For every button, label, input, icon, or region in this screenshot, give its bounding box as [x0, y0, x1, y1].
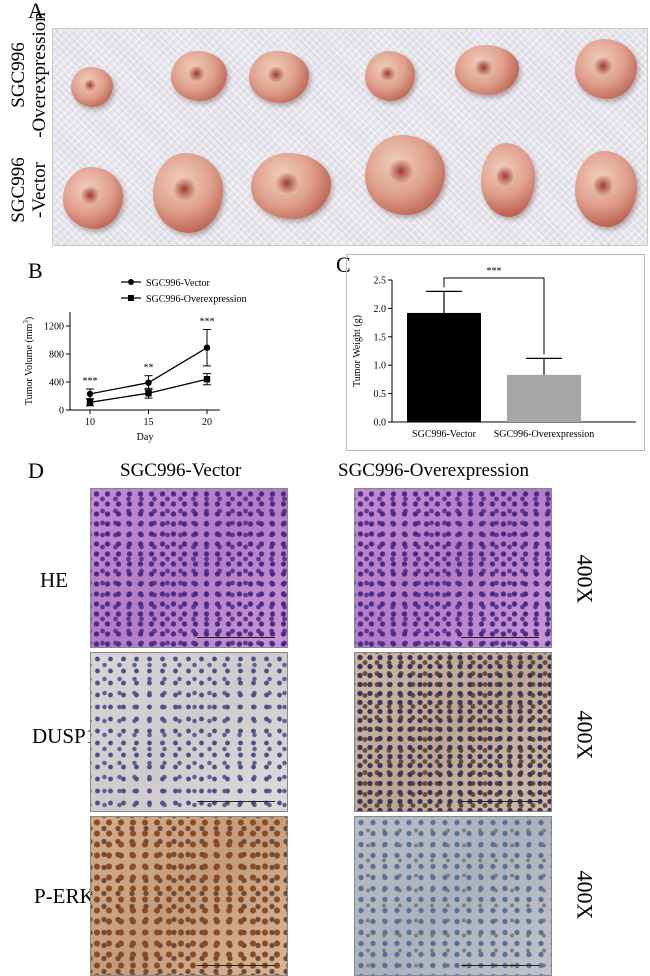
tumor	[575, 39, 637, 99]
data-point	[86, 399, 94, 406]
tumor	[481, 143, 535, 217]
scale-bar	[197, 801, 275, 802]
column-label-overexpression: SGC996-Overexpression	[338, 460, 530, 481]
significance-annotation: ***	[83, 376, 98, 387]
y-axis-label: Tumor Weight (g)	[352, 315, 363, 387]
panel-c-letter: C	[336, 252, 351, 277]
micrograph-p-erk-overexpression	[354, 816, 552, 976]
y-tick-label: 800	[49, 350, 64, 361]
panel-b-letter: B	[28, 258, 43, 283]
legend-label-vector: SGC996-Vector	[146, 278, 211, 289]
magnification-label-dusp1: 400X	[572, 710, 598, 760]
scale-bar	[197, 637, 275, 638]
y-tick-label: 2.5	[374, 276, 387, 287]
data-point	[203, 344, 211, 351]
tumor	[455, 45, 519, 95]
tumor	[249, 51, 309, 103]
tumor	[153, 153, 223, 233]
significance-annotation: **	[144, 363, 154, 374]
micrograph-p-erk-vector	[90, 816, 288, 976]
micrograph-he-overexpression	[354, 488, 552, 648]
data-point	[203, 376, 211, 383]
tumor	[251, 153, 331, 219]
tumor-photo	[52, 28, 648, 246]
x-tick-label: 10	[85, 417, 95, 428]
y-tick-label: 1.0	[374, 361, 387, 372]
scale-bar	[461, 637, 539, 638]
tumor	[171, 51, 227, 101]
y-tick-label: 0	[59, 406, 64, 417]
tumor	[71, 67, 113, 107]
tumor-volume-chart: SGC996-Vector SGC996-Overexpression 0 400…	[22, 278, 247, 443]
y-tick-label: 400	[49, 378, 64, 389]
scale-bar	[197, 965, 275, 966]
data-point	[86, 390, 94, 398]
category-label: SGC996-Vector	[412, 429, 477, 440]
data-point	[145, 379, 152, 386]
row-label-vector: SGC996 -Vector	[8, 157, 50, 223]
tumor	[365, 51, 415, 101]
tumor-weight-chart: 0.0 0.5 1.0 1.5 2.0 2.5 SGC996-Vector SGC996-O…	[346, 254, 645, 451]
category-label: SGC996-Overexpression	[494, 429, 595, 440]
x-axis-label: Day	[137, 432, 154, 443]
y-axis-label: Tumor Volume (mm3)	[22, 317, 35, 405]
significance-bracket	[443, 277, 545, 355]
micrograph-dusp1-vector	[90, 652, 288, 812]
tumor	[575, 151, 637, 227]
x-tick-label: 15	[144, 417, 154, 428]
significance-annotation: ***	[487, 266, 502, 277]
y-tick-label: 1.5	[374, 332, 387, 343]
magnification-label-he: 400X	[572, 554, 598, 604]
panel-d-letter: D	[28, 458, 44, 483]
data-point	[145, 390, 152, 397]
bar	[407, 312, 481, 422]
bar	[507, 374, 581, 422]
panel-a-letter: A	[28, 0, 44, 23]
row-label-dusp1: DUSP1	[32, 724, 97, 748]
x-tick-label: 20	[202, 417, 212, 428]
y-tick-label: 1200	[44, 322, 64, 333]
y-tick-label: 2.0	[374, 304, 387, 315]
chart-legend: SGC996-Vector SGC996-Overexpression	[121, 278, 247, 305]
significance-annotation: ***	[200, 317, 215, 328]
magnification-label-p-erk: 400X	[572, 870, 598, 920]
scale-bar	[461, 965, 539, 966]
micrograph-dusp1-overexpression	[354, 652, 552, 812]
micrograph-he-vector	[90, 488, 288, 648]
scale-bar	[461, 801, 539, 802]
tumor	[365, 135, 445, 215]
column-label-vector: SGC996-Vector	[120, 460, 242, 481]
tumor	[63, 167, 123, 229]
row-label-p-erk: P-ERK	[34, 884, 95, 908]
legend-label-overexpression: SGC996-Overexpression	[146, 294, 247, 305]
y-tick-label: 0.0	[374, 418, 387, 429]
row-label-he: HE	[40, 568, 68, 592]
y-tick-label: 0.5	[374, 389, 387, 400]
